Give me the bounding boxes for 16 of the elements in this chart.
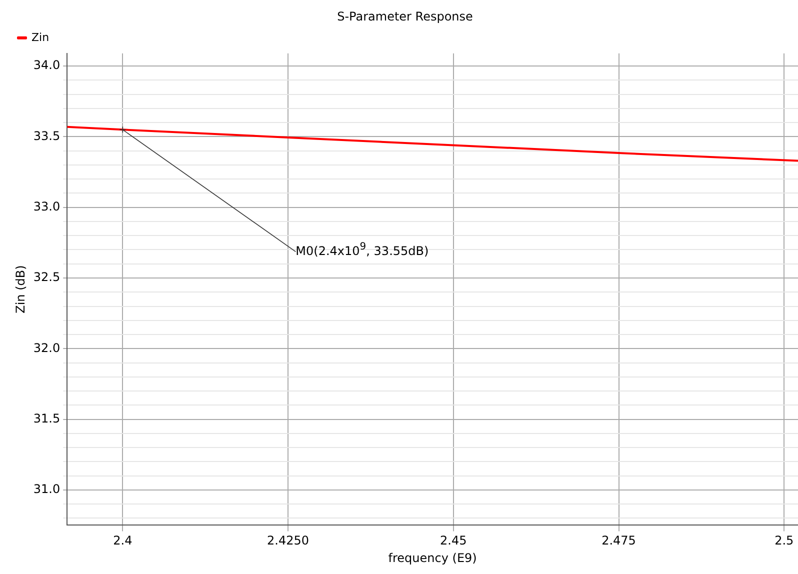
y-tick-label: 31.0 (33, 482, 60, 496)
y-tick-label: 33.0 (33, 199, 60, 214)
legend-label: Zin (32, 30, 50, 44)
x-tick-label: 2.5 (774, 534, 794, 548)
x-tick-label: 2.4 (113, 534, 132, 548)
y-tick-label: 32.5 (33, 270, 60, 284)
x-tick-label: 2.475 (602, 534, 636, 548)
x-tick-label: 2.4250 (267, 534, 310, 548)
chart-title: S-Parameter Response (337, 9, 473, 24)
y-tick-label: 32.0 (33, 340, 60, 355)
y-axis-title: Zin (dB) (13, 265, 28, 314)
x-tick-label: 2.45 (440, 534, 467, 548)
y-tick-label: 34.0 (33, 58, 60, 72)
x-axis-title: frequency (E9) (388, 550, 477, 565)
y-tick-label: 31.5 (33, 411, 60, 426)
y-tick-label: 33.5 (33, 128, 60, 143)
